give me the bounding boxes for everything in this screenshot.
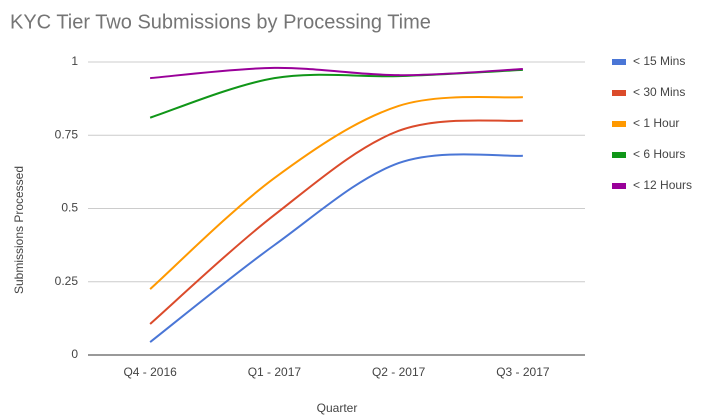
series-line <box>149 153 523 343</box>
y-tick-label: 0 <box>71 347 78 361</box>
x-tick-label: Q4 - 2016 <box>123 365 177 379</box>
y-tick-label: 0.25 <box>55 274 79 288</box>
legend-swatch <box>612 183 626 189</box>
y-tick-label: 0.5 <box>61 201 78 215</box>
legend-swatch <box>612 121 626 127</box>
legend-swatch <box>612 90 626 96</box>
legend-label: < 6 Hours <box>633 147 685 161</box>
y-tick-label: 1 <box>71 54 78 68</box>
legend-swatch <box>612 152 626 158</box>
series-line <box>150 66 523 80</box>
series-line <box>149 95 523 290</box>
chart-title: KYC Tier Two Submissions by Processing T… <box>10 11 431 33</box>
legend-label: < 12 Hours <box>633 178 692 192</box>
x-tick-label: Q3 - 2017 <box>496 365 550 379</box>
x-tick-label: Q2 - 2017 <box>372 365 426 379</box>
y-axis-label: Submissions Processed <box>12 166 26 294</box>
legend-label: < 30 Mins <box>633 85 685 99</box>
series-line <box>149 119 523 325</box>
legend-label: < 15 Mins <box>633 54 685 68</box>
x-axis-label: Quarter <box>317 401 358 415</box>
legend-swatch <box>612 59 626 65</box>
y-tick-label: 0.75 <box>55 127 79 141</box>
series-line <box>149 68 523 119</box>
x-tick-label: Q1 - 2017 <box>248 365 302 379</box>
legend-label: < 1 Hour <box>633 116 679 130</box>
